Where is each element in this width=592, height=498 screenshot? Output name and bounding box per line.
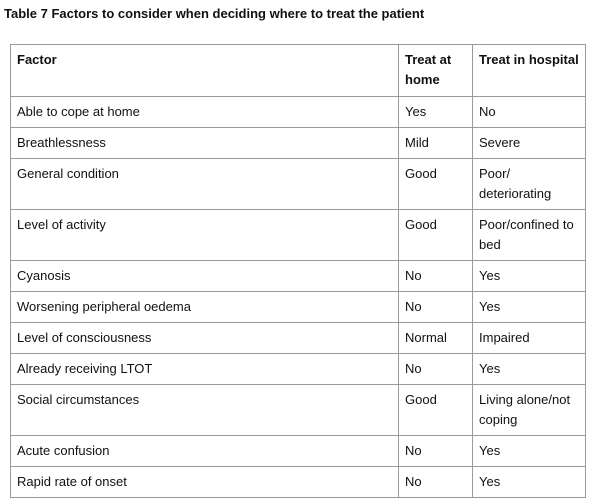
- table-cell: No: [398, 353, 473, 385]
- table-cell: Level of consciousness: [10, 322, 399, 354]
- table-cell: Normal: [398, 322, 473, 354]
- table-cell: No: [472, 96, 586, 128]
- header-row: Factor Treat at home Treat in hospital: [10, 44, 586, 97]
- table-title: Table 7 Factors to consider when decidin…: [4, 6, 425, 21]
- table-row: Already receiving LTOT No Yes: [10, 353, 586, 385]
- table-cell: Mild: [398, 127, 473, 159]
- table-row: Breathlessness Mild Severe: [10, 127, 586, 159]
- table-cell: Yes: [398, 96, 473, 128]
- table-cell: Yes: [472, 353, 586, 385]
- table-cell: No: [398, 466, 473, 498]
- table-cell: General condition: [10, 158, 399, 210]
- table-row: Able to cope at home Yes No: [10, 96, 586, 128]
- table-cell: Good: [398, 158, 473, 210]
- table-cell: Acute confusion: [10, 435, 399, 467]
- table-row: Acute confusion No Yes: [10, 435, 586, 467]
- table-cell: Able to cope at home: [10, 96, 399, 128]
- table-cell: Yes: [472, 291, 586, 323]
- table-cell: Yes: [472, 260, 586, 292]
- table-row: Worsening peripheral oedema No Yes: [10, 291, 586, 323]
- table-cell: Social circumstances: [10, 384, 399, 436]
- column-header: Factor: [10, 44, 399, 97]
- column-header: Treat at home: [398, 44, 473, 97]
- table-cell: Already receiving LTOT: [10, 353, 399, 385]
- table-cell: No: [398, 291, 473, 323]
- factors-table: Factor Treat at home Treat in hospital Abl…: [10, 44, 586, 498]
- table-row: General condition Good Poor/ deteriorating: [10, 158, 586, 210]
- table-cell: No: [398, 260, 473, 292]
- table-cell: No: [398, 435, 473, 467]
- table-cell: Living alone/not coping: [472, 384, 586, 436]
- table-cell: Yes: [472, 435, 586, 467]
- table-row: Cyanosis No Yes: [10, 260, 586, 292]
- table-cell: Poor/ deteriorating: [472, 158, 586, 210]
- table-cell: Good: [398, 384, 473, 436]
- table-cell: Good: [398, 209, 473, 261]
- column-header: Treat in hospital: [472, 44, 586, 97]
- table-cell: Level of activity: [10, 209, 399, 261]
- table-cell: Poor/confined to bed: [472, 209, 586, 261]
- table-cell: Worsening peripheral oedema: [10, 291, 399, 323]
- table-cell: Impaired: [472, 322, 586, 354]
- table-body: Able to cope at home Yes No Breathlessness M…: [10, 96, 586, 498]
- table-cell: Severe: [472, 127, 586, 159]
- table-row: Social circumstances Good Living alone/not…: [10, 384, 586, 436]
- table-cell: Yes: [472, 466, 586, 498]
- table-row: Level of consciousness Normal Impaired: [10, 322, 586, 354]
- table-cell: Breathlessness: [10, 127, 399, 159]
- table-row: Level of activity Good Poor/confined to be…: [10, 209, 586, 261]
- table-row: Rapid rate of onset No Yes: [10, 466, 586, 498]
- table-cell: Rapid rate of onset: [10, 466, 399, 498]
- table-cell: Cyanosis: [10, 260, 399, 292]
